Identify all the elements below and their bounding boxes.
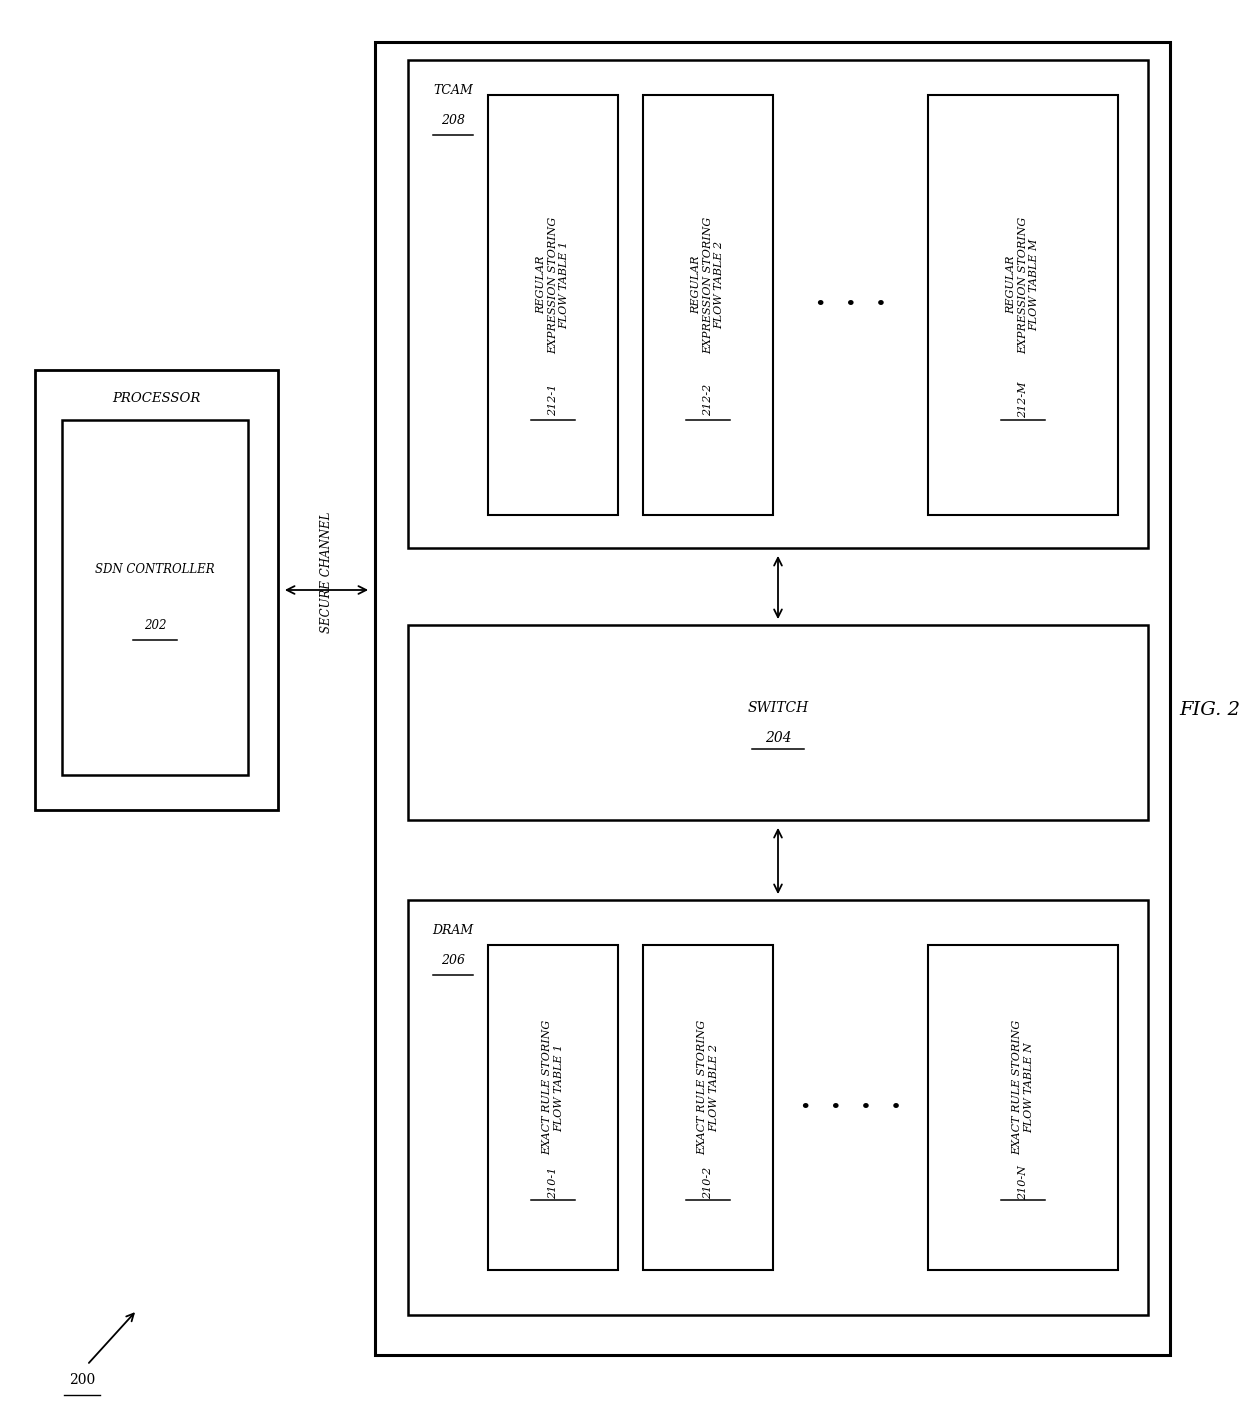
Text: SECURE CHANNEL: SECURE CHANNEL [320, 512, 334, 632]
Text: 210-N: 210-N [1018, 1165, 1028, 1199]
Bar [35, 369, 278, 810]
Bar [928, 95, 1118, 514]
Bar [928, 945, 1118, 1270]
Bar [62, 421, 248, 774]
Text: •   •   •: • • • [815, 296, 887, 314]
Text: EXACT RULE STORING
FLOW TABLE N: EXACT RULE STORING FLOW TABLE N [1012, 1020, 1034, 1155]
Text: REGULAR
EXPRESSION STORING
FLOW TABLE 2: REGULAR EXPRESSION STORING FLOW TABLE 2 [692, 216, 724, 354]
Bar [644, 945, 773, 1270]
Bar [374, 43, 1171, 1356]
Text: TCAM: TCAM [433, 84, 472, 97]
Text: PROCESSOR: PROCESSOR [113, 392, 201, 405]
Bar [408, 899, 1148, 1314]
Text: 204: 204 [765, 732, 791, 746]
Text: DRAM: DRAM [433, 924, 474, 936]
Text: EXACT RULE STORING
FLOW TABLE 1: EXACT RULE STORING FLOW TABLE 1 [542, 1020, 564, 1155]
Text: REGULAR
EXPRESSION STORING
FLOW TABLE 1: REGULAR EXPRESSION STORING FLOW TABLE 1 [537, 216, 569, 354]
Text: 210-1: 210-1 [548, 1167, 558, 1199]
Text: 212-2: 212-2 [703, 384, 713, 416]
Text: 202: 202 [144, 620, 166, 632]
Text: 200: 200 [69, 1373, 95, 1387]
Bar [489, 95, 618, 514]
Bar [408, 625, 1148, 820]
Text: 210-2: 210-2 [703, 1167, 713, 1199]
Text: SWITCH: SWITCH [748, 702, 808, 716]
Text: 212-M: 212-M [1018, 382, 1028, 418]
Bar [408, 60, 1148, 549]
Bar [644, 95, 773, 514]
Text: 208: 208 [441, 114, 465, 126]
Bar [489, 945, 618, 1270]
Text: EXACT RULE STORING
FLOW TABLE 2: EXACT RULE STORING FLOW TABLE 2 [697, 1020, 719, 1155]
Text: •   •   •   •: • • • • [800, 1098, 901, 1117]
Text: REGULAR
EXPRESSION STORING
FLOW TABLE M: REGULAR EXPRESSION STORING FLOW TABLE M [1007, 216, 1039, 354]
Text: 212-1: 212-1 [548, 384, 558, 416]
Text: SDN CONTROLLER: SDN CONTROLLER [95, 563, 215, 576]
Text: FIG. 2: FIG. 2 [1179, 701, 1240, 719]
Text: 206: 206 [441, 953, 465, 966]
